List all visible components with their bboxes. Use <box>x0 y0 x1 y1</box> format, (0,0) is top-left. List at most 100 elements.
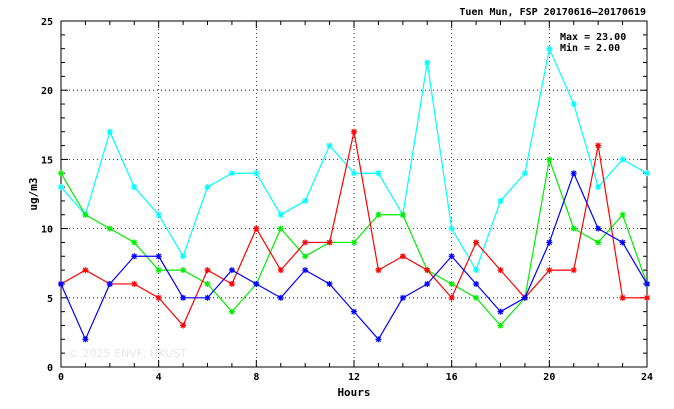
data-point <box>375 170 382 177</box>
x-tick-label: 4 <box>156 372 162 383</box>
data-point <box>106 225 113 232</box>
y-tick-label: 25 <box>41 17 53 28</box>
data-point <box>180 322 187 329</box>
data-point <box>228 308 235 315</box>
y-tick-label: 10 <box>41 225 53 236</box>
data-point <box>595 142 602 149</box>
data-point <box>326 239 333 246</box>
data-point <box>302 239 309 246</box>
watermark: © 2025 ENVF, HKUST <box>68 347 187 360</box>
data-point <box>448 225 455 232</box>
data-point <box>155 294 162 301</box>
data-point <box>180 294 187 301</box>
data-point <box>546 239 553 246</box>
data-point <box>473 294 480 301</box>
data-point <box>546 267 553 274</box>
chart-title: Tuen Mun, FSP 20170616–20170619 <box>459 7 646 18</box>
data-point <box>375 267 382 274</box>
data-point <box>644 294 650 301</box>
data-point <box>424 280 431 287</box>
x-tick-label: 0 <box>58 372 64 383</box>
data-point <box>228 170 235 177</box>
data-point <box>399 253 406 260</box>
x-tick-label: 20 <box>543 372 555 383</box>
data-point <box>277 225 284 232</box>
x-tick-label: 24 <box>641 372 653 383</box>
data-point <box>595 184 602 191</box>
data-point <box>521 294 528 301</box>
x-tick-label: 12 <box>348 372 360 383</box>
data-point <box>497 308 504 315</box>
data-point <box>497 322 504 329</box>
x-axis-title: Hours <box>337 386 370 399</box>
data-point <box>204 280 211 287</box>
data-point <box>375 336 382 343</box>
series-layer <box>58 45 650 343</box>
data-point <box>131 280 138 287</box>
y-tick-label: 0 <box>47 363 53 374</box>
data-point <box>521 170 528 177</box>
data-point <box>253 280 260 287</box>
data-point <box>180 253 187 260</box>
data-point <box>58 280 64 287</box>
data-point <box>644 280 650 287</box>
axis-ticks <box>60 20 648 368</box>
data-point <box>131 239 138 246</box>
data-point <box>155 211 162 218</box>
data-point <box>351 128 357 135</box>
data-point <box>448 294 455 301</box>
data-point <box>253 170 260 177</box>
data-point <box>570 225 577 232</box>
data-point <box>399 294 406 301</box>
data-point <box>546 156 553 163</box>
y-axis-title: ug/m3 <box>27 177 40 210</box>
y-tick-label: 15 <box>41 155 53 166</box>
series-3 <box>58 170 650 343</box>
data-point <box>546 45 553 52</box>
data-point <box>375 211 382 218</box>
data-point <box>253 225 260 232</box>
data-point <box>302 267 309 274</box>
data-point <box>448 253 455 260</box>
data-point <box>570 267 577 274</box>
data-point <box>302 253 309 260</box>
tick-labels: 0 4 8 12 16 20 24 0 5 10 15 20 25 <box>41 17 653 383</box>
data-point <box>277 267 284 274</box>
data-point <box>277 211 284 218</box>
data-point <box>473 267 480 274</box>
x-tick-label: 8 <box>253 372 259 383</box>
data-point <box>351 308 357 315</box>
data-point <box>228 267 235 274</box>
data-point <box>58 170 64 177</box>
data-point <box>619 156 626 163</box>
y-tick-label: 5 <box>47 294 53 305</box>
data-point <box>204 267 211 274</box>
data-point <box>106 280 113 287</box>
data-point <box>155 253 162 260</box>
data-point <box>351 239 357 246</box>
data-point <box>351 170 357 177</box>
data-point <box>228 280 235 287</box>
data-point <box>131 253 138 260</box>
data-point <box>619 239 626 246</box>
data-point <box>448 280 455 287</box>
data-point <box>473 280 480 287</box>
data-point <box>497 197 504 204</box>
data-point <box>277 294 284 301</box>
data-point <box>204 184 211 191</box>
data-point <box>399 211 406 218</box>
min-stat: Min = 2.00 <box>560 42 620 54</box>
data-point <box>106 128 113 135</box>
data-point <box>82 336 89 343</box>
data-point <box>326 280 333 287</box>
data-point <box>58 184 64 191</box>
x-tick-label: 16 <box>446 372 458 383</box>
data-point <box>204 294 211 301</box>
data-point <box>595 225 602 232</box>
data-point <box>619 211 626 218</box>
data-point <box>644 170 650 177</box>
data-point <box>326 142 333 149</box>
data-point <box>180 267 187 274</box>
data-point <box>302 197 309 204</box>
